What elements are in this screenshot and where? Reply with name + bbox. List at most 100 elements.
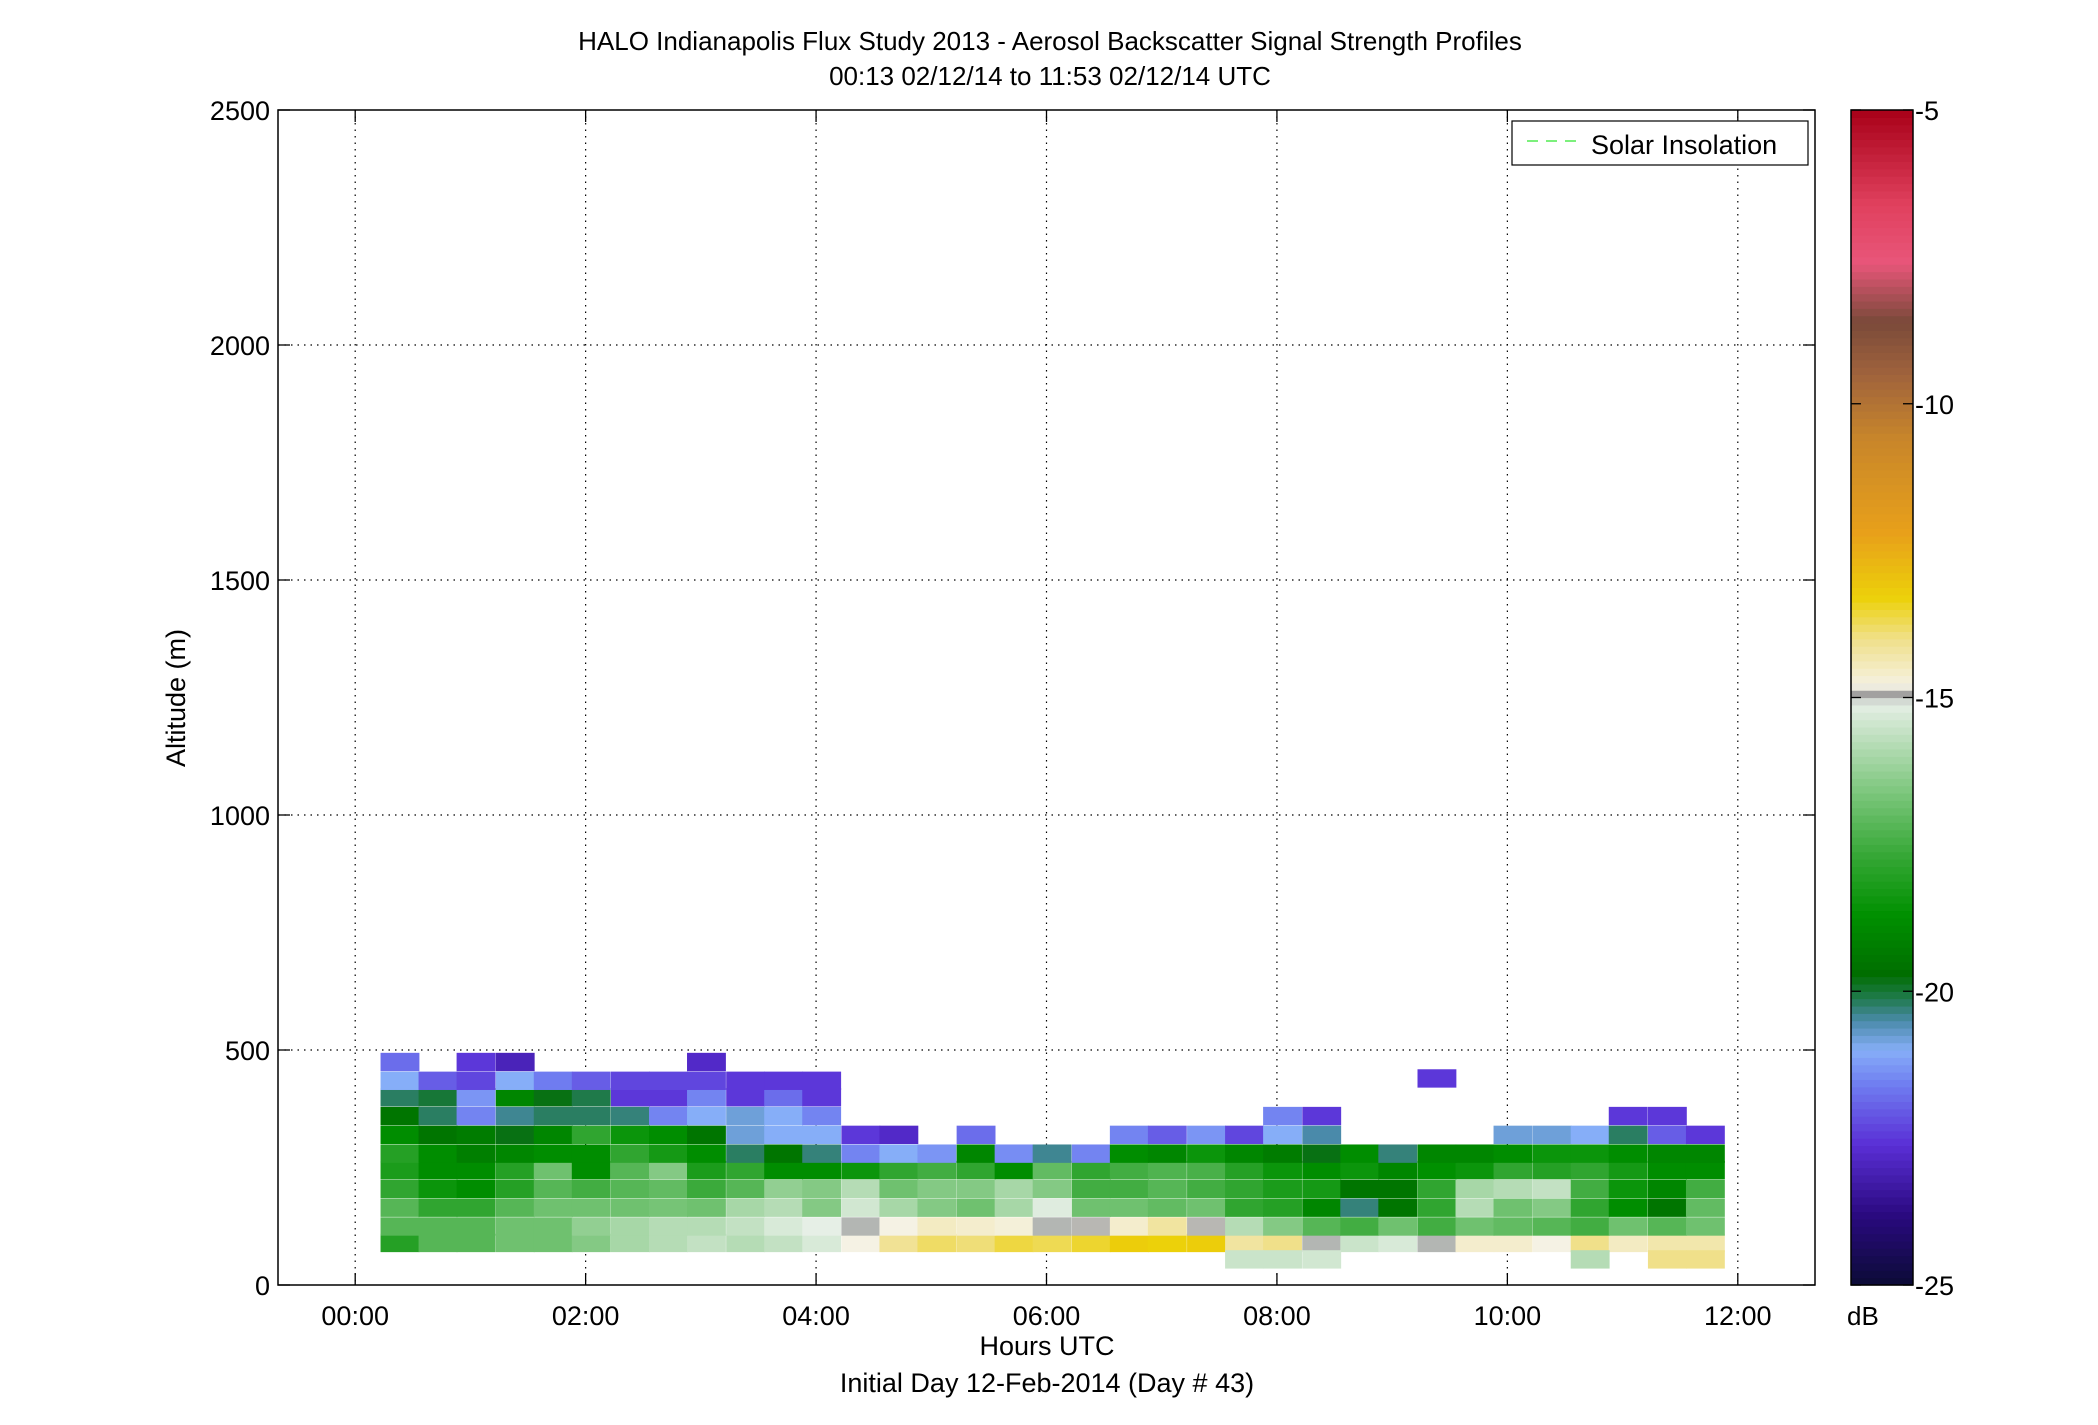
colorbar-segment (1851, 1152, 1913, 1161)
heatmap-cell (726, 1106, 766, 1126)
heatmap-cell (1302, 1233, 1342, 1253)
colorbar-segment (1851, 770, 1913, 779)
colorbar-segment (1851, 205, 1913, 214)
heatmap-cell (802, 1106, 842, 1126)
colorbar: -25 -20 -15 -10 -5 dB (1847, 96, 1954, 1331)
heatmap-cell (1302, 1198, 1342, 1217)
heatmap-cell (1685, 1125, 1725, 1145)
heatmap-cell (1417, 1233, 1457, 1253)
heatmap-cell (956, 1233, 996, 1253)
colorbar-segment (1851, 322, 1913, 331)
heatmap-cell (1532, 1198, 1572, 1217)
heatmap-cell (1378, 1160, 1418, 1180)
heatmap-cell (1647, 1144, 1687, 1163)
heatmap-cell (687, 1106, 726, 1126)
colorbar-segment (1851, 345, 1913, 353)
heatmap-cell (879, 1144, 919, 1163)
heatmap-cell (726, 1071, 766, 1090)
heatmap-cell (1647, 1233, 1687, 1253)
colorbar-segment (1851, 1094, 1913, 1103)
colorbar-segment (1851, 851, 1913, 860)
colorbar-segment (1851, 690, 1913, 699)
heatmap-cell (1417, 1144, 1457, 1163)
heatmap-cell (533, 1217, 573, 1236)
heatmap-cell (495, 1052, 535, 1072)
heatmap-cell (1608, 1179, 1648, 1199)
heatmap-cell (994, 1198, 1034, 1217)
heatmap-cell (571, 1160, 611, 1180)
heatmap-cell (1225, 1217, 1264, 1236)
heatmap-cell (1302, 1125, 1342, 1145)
heatmap-cell (1109, 1144, 1149, 1163)
colorbar-tick-label: -10 (1915, 390, 1954, 420)
heatmap-cell (649, 1088, 688, 1107)
heatmap-cell (1263, 1250, 1302, 1269)
heatmap-cell (1109, 1198, 1149, 1217)
grid-layer (278, 110, 1815, 1285)
colorbar-segment (1851, 139, 1913, 148)
colorbar-segment (1851, 983, 1913, 992)
colorbar-segment (1851, 1035, 1913, 1044)
colorbar-segment (1851, 1116, 1913, 1125)
heatmap-cell (380, 1106, 420, 1126)
heatmap-cell (1225, 1198, 1264, 1217)
colorbar-segment (1851, 477, 1913, 486)
heatmap-cell (1532, 1144, 1572, 1163)
colorbar-segment (1851, 741, 1913, 750)
heatmap-cell (610, 1071, 650, 1090)
heatmap-cell (1570, 1160, 1610, 1180)
colorbar-segment (1851, 1057, 1913, 1066)
heatmap-cell (1647, 1217, 1687, 1236)
colorbar-segment (1851, 1138, 1913, 1147)
colorbar-label: dB (1847, 1301, 1879, 1331)
heatmap-cell (841, 1125, 881, 1145)
colorbar-segment (1851, 844, 1913, 853)
heatmap-cell (380, 1125, 420, 1145)
heatmap-cell (380, 1052, 420, 1072)
heatmap-cell (802, 1144, 842, 1163)
heatmap-cell (802, 1088, 842, 1107)
x-tick-label: 12:00 (1704, 1301, 1772, 1331)
heatmap-cell (917, 1198, 957, 1217)
colorbar-segment (1851, 352, 1913, 361)
colorbar-segment (1851, 1108, 1913, 1117)
heatmap-cell (533, 1071, 573, 1090)
heatmap-cell (571, 1088, 611, 1107)
heatmap-cell (764, 1160, 804, 1180)
colorbar-segment (1851, 873, 1913, 882)
heatmap-cell (495, 1125, 535, 1145)
heatmap-cell (418, 1071, 458, 1090)
heatmap-cell (726, 1217, 766, 1236)
colorbar-segment (1851, 411, 1913, 420)
heatmap-cell (687, 1217, 726, 1236)
heatmap-cell (1340, 1160, 1380, 1180)
heatmap-cell (649, 1071, 688, 1090)
heatmap-cell (841, 1198, 881, 1217)
colorbar-segment (1851, 220, 1913, 229)
colorbar-gradient (1851, 110, 1913, 1286)
heatmap-cell (764, 1144, 804, 1163)
heatmap-cell (1225, 1233, 1264, 1253)
heatmap-cell (610, 1106, 650, 1126)
heatmap-cell (1608, 1217, 1648, 1236)
colorbar-segment (1851, 1160, 1913, 1169)
heatmap-cell (1187, 1198, 1226, 1217)
heatmap-cell (764, 1198, 804, 1217)
heatmap-cell (879, 1198, 919, 1217)
heatmap-cell (1493, 1144, 1533, 1163)
colorbar-segment (1851, 1079, 1913, 1088)
chart-title: HALO Indianapolis Flux Study 2013 - Aero… (578, 26, 1522, 56)
heatmap-cell (1378, 1144, 1418, 1163)
heatmap-cell (649, 1106, 688, 1126)
colorbar-segment (1851, 389, 1913, 398)
colorbar-segment (1851, 1277, 1913, 1286)
heatmap-cell (495, 1160, 535, 1180)
colorbar-segment (1851, 704, 1913, 713)
heatmap-cell (533, 1125, 573, 1145)
heatmap-cell (841, 1160, 881, 1180)
colorbar-segment (1851, 513, 1913, 522)
plot-area: 00:00 02:00 04:00 06:00 08:00 10:00 12:00 0 500… (210, 96, 1816, 1331)
colorbar-segment (1851, 550, 1913, 559)
colorbar-segment (1851, 146, 1913, 155)
heatmap-cell (917, 1144, 957, 1163)
